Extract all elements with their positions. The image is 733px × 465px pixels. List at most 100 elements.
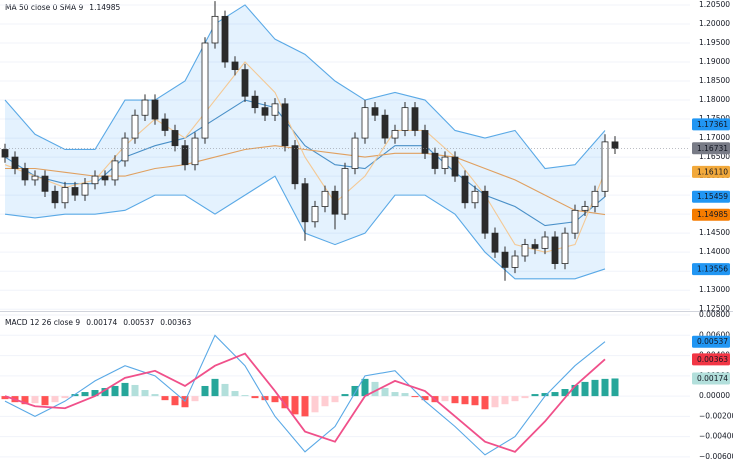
price-tag-label: 0.00537 xyxy=(697,337,728,346)
candle-body xyxy=(351,137,359,169)
histogram-bar xyxy=(311,396,319,413)
y-tick-label: 0.00600 xyxy=(699,330,730,339)
indicator-line xyxy=(4,352,606,453)
legend-value: 0.00537 xyxy=(123,318,154,327)
histogram-bar xyxy=(231,391,239,397)
y-tick-label: 1.18500 xyxy=(699,76,730,85)
candle-body xyxy=(161,118,169,131)
candle-body xyxy=(81,183,89,196)
y-tick-label: 0.00000 xyxy=(699,391,730,400)
y-tick-label: −0.00400 xyxy=(699,432,733,441)
y-tick-label: −0.00600 xyxy=(699,452,733,461)
histogram-bar xyxy=(171,396,179,406)
histogram-bar xyxy=(361,378,369,397)
candle-body xyxy=(91,175,99,185)
histogram-bar xyxy=(411,396,419,398)
histogram-bar xyxy=(251,396,259,399)
y-tick-label: 1.19500 xyxy=(699,38,730,47)
y-tick-label: 1.13000 xyxy=(699,285,730,294)
price-tag-label: 1.14985 xyxy=(697,210,728,219)
histogram-bar xyxy=(21,396,29,405)
candle-body xyxy=(521,244,529,257)
histogram-bar xyxy=(131,384,139,397)
candle-body xyxy=(71,187,79,196)
candle-body xyxy=(421,130,429,154)
candle-body xyxy=(441,156,449,169)
histogram-bar xyxy=(591,379,599,397)
candle-body xyxy=(311,206,319,223)
legend-value: 0.00174 xyxy=(86,318,117,327)
candle-body xyxy=(531,244,539,249)
candle-body xyxy=(21,168,29,181)
histogram-bar xyxy=(501,396,509,405)
price-tag xyxy=(692,142,730,155)
histogram-bar xyxy=(211,378,219,397)
candle-body xyxy=(561,232,569,264)
price-tag-label: 1.15459 xyxy=(697,192,728,201)
histogram-bar xyxy=(261,396,269,401)
histogram-bar xyxy=(581,381,589,397)
price-tag-label: 1.16110 xyxy=(697,167,728,176)
histogram-bar xyxy=(61,396,69,399)
histogram-bar xyxy=(511,396,519,402)
price-tag xyxy=(692,208,730,221)
candle-body xyxy=(201,42,209,139)
histogram-bar xyxy=(461,396,469,405)
candle-body xyxy=(451,156,459,177)
candle-body xyxy=(281,103,289,147)
histogram-bar xyxy=(441,396,449,402)
candle-body xyxy=(481,190,489,234)
histogram-bar xyxy=(101,387,109,397)
histogram-bar xyxy=(561,389,569,397)
histogram-bar xyxy=(341,394,349,397)
histogram-bar xyxy=(301,396,309,417)
histogram-bar xyxy=(521,396,529,399)
candle-body xyxy=(231,61,239,71)
histogram-bar xyxy=(471,396,479,406)
price-tag xyxy=(692,118,730,131)
histogram-bar xyxy=(281,396,289,409)
candle-body xyxy=(271,103,279,116)
histogram-bar xyxy=(531,394,539,397)
candle-body xyxy=(151,99,159,120)
price-tag xyxy=(692,165,730,178)
histogram-bar xyxy=(91,390,99,397)
y-tick-label: 1.18000 xyxy=(699,95,730,104)
candle-body xyxy=(361,107,369,139)
candle-body xyxy=(331,190,339,215)
candle-body xyxy=(221,15,229,63)
histogram-bar xyxy=(141,390,149,397)
histogram-bar xyxy=(331,396,339,403)
y-tick-label: −0.00200 xyxy=(699,411,733,420)
histogram-bar xyxy=(71,394,79,397)
histogram-bar xyxy=(111,385,119,397)
candle-body xyxy=(471,190,479,204)
y-tick-label: 1.20000 xyxy=(699,19,730,28)
candle-body xyxy=(301,183,309,223)
candle-body xyxy=(611,141,619,149)
histogram-bar xyxy=(401,393,409,397)
y-tick-label: 1.19000 xyxy=(699,57,730,66)
candle-body xyxy=(501,251,509,268)
candle-body xyxy=(571,209,579,234)
histogram-bar xyxy=(351,385,359,397)
candle-body xyxy=(41,175,49,192)
candle-body xyxy=(181,145,189,166)
histogram-bar xyxy=(161,396,169,401)
candle-body xyxy=(381,114,389,139)
candle-body xyxy=(291,145,299,185)
legend-text: MA 50 close 0 SMA 9 xyxy=(5,3,84,12)
histogram-bar xyxy=(81,392,89,397)
candle-body xyxy=(431,152,439,169)
candle-body xyxy=(241,69,249,97)
candle-body xyxy=(211,15,219,44)
candle-body xyxy=(111,160,119,181)
y-tick-label: 0.00800 xyxy=(699,310,730,319)
y-tick-label: 1.12500 xyxy=(699,304,730,313)
candle-body xyxy=(581,206,589,211)
y-tick-label: 1.17000 xyxy=(699,133,730,142)
price-tag-label: 0.00363 xyxy=(697,355,728,364)
candle-body xyxy=(321,190,329,207)
histogram-bar xyxy=(291,396,299,415)
price-tag-label: 1.16731 xyxy=(697,144,728,153)
